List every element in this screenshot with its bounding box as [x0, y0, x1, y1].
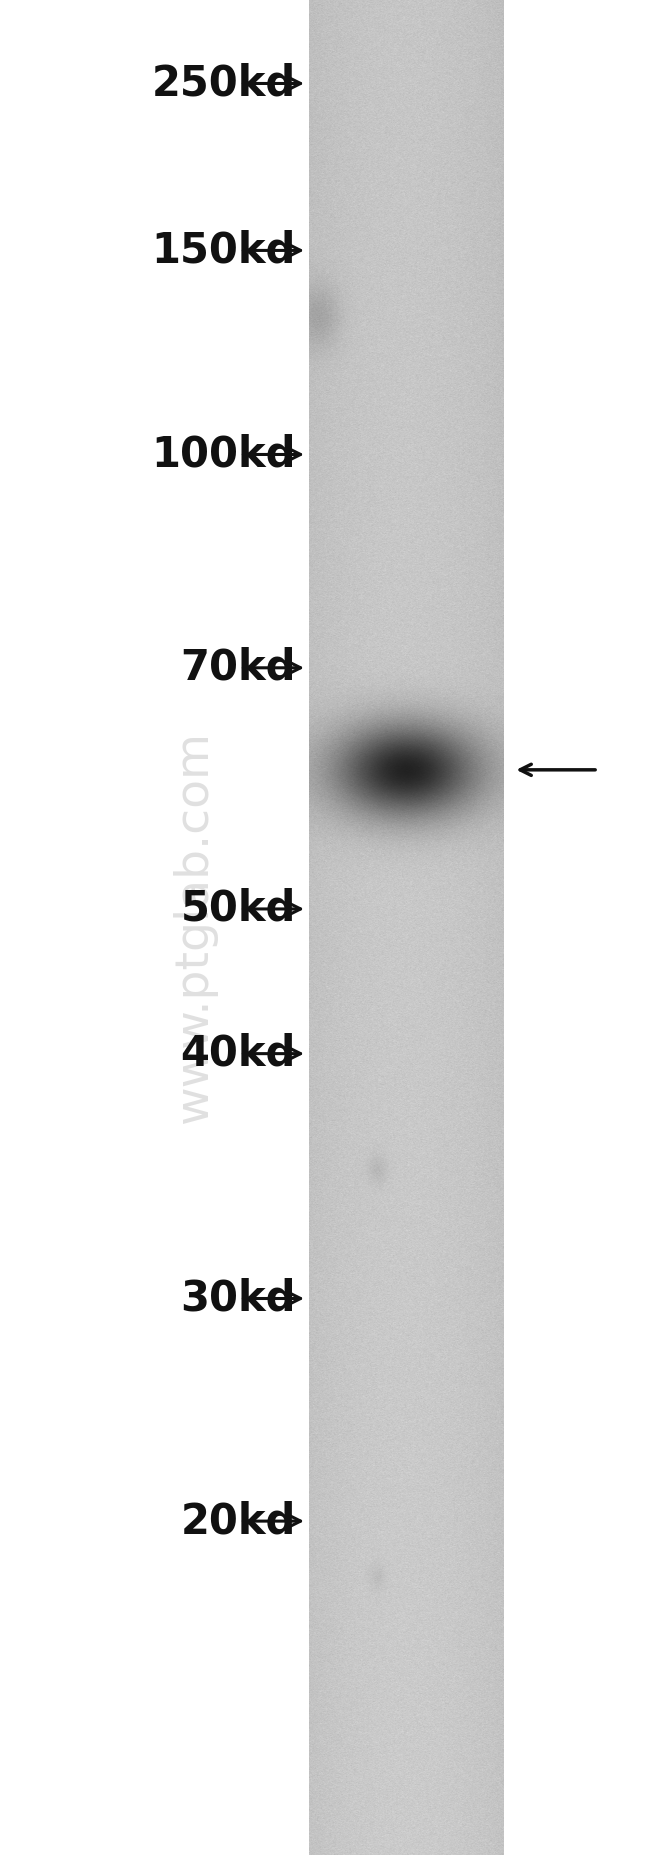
Text: 50kd: 50kd	[181, 889, 296, 929]
Text: 70kd: 70kd	[180, 647, 296, 688]
Text: 100kd: 100kd	[151, 434, 296, 475]
Text: 40kd: 40kd	[181, 1033, 296, 1074]
Text: 30kd: 30kd	[180, 1278, 296, 1319]
Text: 250kd: 250kd	[151, 63, 296, 104]
Text: www.ptglab.com: www.ptglab.com	[172, 731, 218, 1124]
Text: 20kd: 20kd	[181, 1501, 296, 1542]
Text: 150kd: 150kd	[151, 230, 296, 271]
